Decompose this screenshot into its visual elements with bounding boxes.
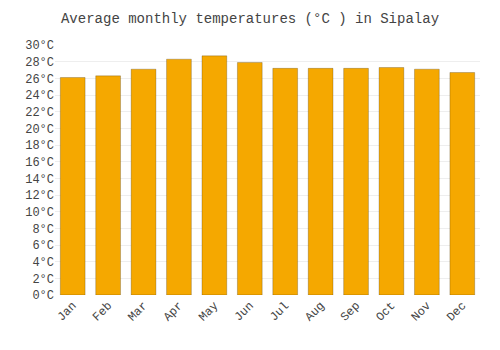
svg-text:28°C: 28°C (25, 56, 54, 70)
svg-text:Jan: Jan (55, 299, 80, 324)
svg-text:30°C: 30°C (25, 39, 54, 53)
svg-text:18°C: 18°C (25, 139, 54, 153)
svg-text:Sep: Sep (338, 299, 363, 324)
svg-text:4°C: 4°C (32, 256, 54, 270)
svg-text:Apr: Apr (161, 299, 186, 324)
svg-text:26°C: 26°C (25, 73, 54, 87)
svg-text:22°C: 22°C (25, 106, 54, 120)
svg-text:2°C: 2°C (32, 273, 54, 287)
svg-text:Dec: Dec (444, 299, 469, 324)
svg-text:Oct: Oct (373, 299, 398, 324)
svg-text:8°C: 8°C (32, 223, 54, 237)
svg-text:Average monthly temperatures (: Average monthly temperatures (°C ) in Si… (61, 11, 439, 27)
svg-text:Feb: Feb (90, 299, 115, 324)
svg-text:Aug: Aug (303, 299, 328, 324)
svg-text:24°C: 24°C (25, 89, 54, 103)
svg-text:0°C: 0°C (32, 289, 54, 303)
svg-text:14°C: 14°C (25, 173, 54, 187)
svg-text:6°C: 6°C (32, 239, 54, 253)
svg-text:20°C: 20°C (25, 123, 54, 137)
svg-text:10°C: 10°C (25, 206, 54, 220)
svg-text:Jun: Jun (232, 299, 257, 324)
svg-text:Jul: Jul (267, 299, 292, 324)
svg-text:Mar: Mar (125, 299, 150, 324)
svg-text:Nov: Nov (409, 299, 434, 324)
svg-text:12°C: 12°C (25, 189, 54, 203)
svg-text:May: May (196, 299, 221, 324)
svg-text:16°C: 16°C (25, 156, 54, 170)
